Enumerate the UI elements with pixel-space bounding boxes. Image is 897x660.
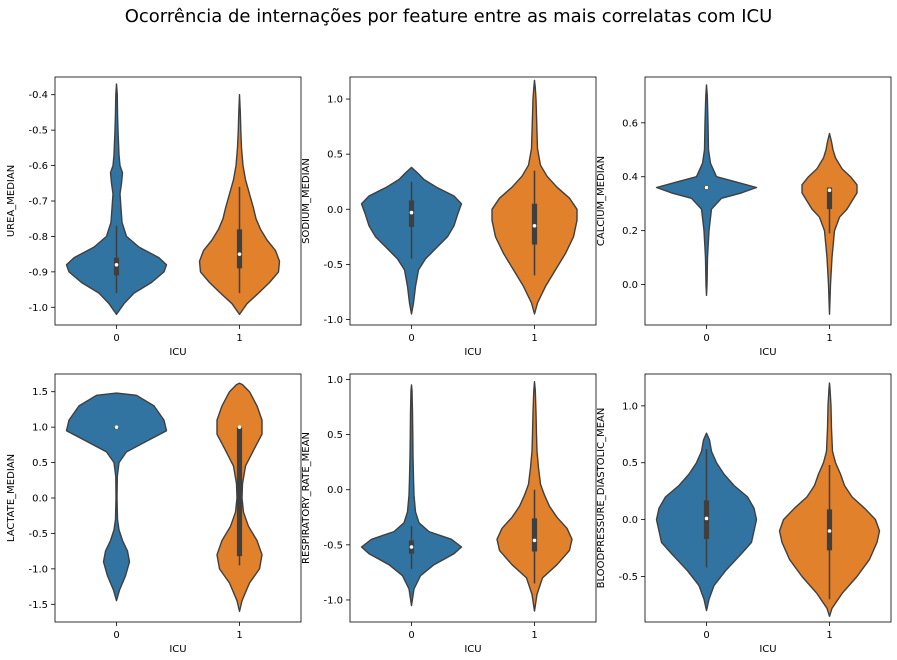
x-axis-label: ICU [169, 644, 186, 655]
subplot-6: -0.5 0.0 0.5 1.0 0 1 ICU BLOODPRESSURE_DIASTOLI… [596, 373, 892, 655]
violin-median-icu-1 [827, 529, 832, 533]
x-tick-label: 1 [826, 630, 832, 641]
x-tick-label: 0 [703, 333, 709, 344]
x-tick-label: 1 [531, 630, 537, 641]
y-tick-label: -0.5 [28, 126, 48, 137]
violin-iqr-box-icu-1 [826, 187, 833, 210]
x-tick-label: 0 [703, 630, 709, 641]
x-axis-label: ICU [759, 644, 776, 655]
y-tick-label: 0.0 [622, 515, 638, 526]
y-tick-label: -0.4 [28, 90, 48, 101]
violin-median-icu-0 [704, 185, 709, 190]
violin-body-icu-0 [65, 83, 168, 316]
y-tick-label: 0.5 [327, 430, 343, 441]
y-tick-label: -0.9 [28, 267, 48, 278]
y-tick-label: 1.5 [32, 387, 48, 398]
y-tick-label: 0.6 [622, 118, 638, 129]
y-tick-label: 1.0 [622, 401, 638, 412]
y-tick-label: -0.7 [28, 197, 48, 208]
violin-body-icu-0 [360, 384, 463, 607]
violin-iqr-box-icu-1 [236, 229, 243, 269]
x-axis-label: ICU [464, 644, 481, 655]
y-tick-label: 0.0 [622, 280, 638, 291]
y-tick-label: 0.5 [327, 150, 343, 161]
violin-median-icu-1 [532, 224, 537, 228]
x-axis-label: ICU [464, 347, 481, 358]
axes-frame [644, 373, 892, 623]
y-axis-label: SODIUM_MEDIAN [301, 158, 312, 244]
subplot-2: -1.0 -0.5 0.0 0.5 1.0 0 1 ICU SODIUM_MEDIAN [301, 76, 597, 358]
y-tick-label: 0.0 [327, 485, 343, 496]
y-tick-label: 0.0 [327, 205, 343, 216]
x-axis-label: ICU [169, 347, 186, 358]
y-tick-label: 0.5 [32, 458, 48, 469]
axes-frame [644, 76, 892, 326]
x-tick-label: 0 [408, 333, 414, 344]
x-tick-label: 0 [113, 333, 119, 344]
x-tick-label: 1 [236, 333, 242, 344]
x-tick-label: 1 [236, 630, 242, 641]
y-tick-label: -1.0 [28, 303, 48, 314]
y-axis-label: RESPIRATORY_RATE_MEAN [301, 432, 312, 564]
violin-iqr-box-icu-1 [236, 427, 243, 557]
x-tick-label: 0 [113, 630, 119, 641]
y-tick-label: -0.8 [28, 232, 48, 243]
violin-iqr-box-icu-1 [531, 518, 538, 552]
y-tick-label: -0.5 [28, 529, 48, 540]
y-tick-label: -0.6 [28, 161, 48, 172]
violin-median-icu-1 [237, 252, 242, 256]
y-tick-label: -0.5 [323, 540, 343, 551]
y-tick-label: -0.5 [618, 572, 638, 583]
violin-median-icu-0 [409, 545, 414, 549]
y-axis-label: BLOODPRESSURE_DIASTOLIC_MEAN [596, 408, 607, 589]
y-tick-label: -1.0 [28, 564, 48, 575]
y-tick-label: -1.0 [323, 595, 343, 606]
subplot-3: 0.0 0.2 0.4 0.6 0 1 ICU CALCIUM_MEDIAN [596, 76, 892, 358]
axes-frame [349, 76, 597, 326]
violin-median-icu-0 [114, 262, 119, 267]
y-tick-label: 1.0 [327, 375, 343, 386]
violin-median-icu-1 [532, 538, 537, 543]
y-axis-label: LACTATE_MEDIAN [6, 454, 17, 542]
x-tick-label: 1 [531, 333, 537, 344]
y-tick-label: 0.0 [32, 494, 48, 505]
y-tick-label: 1.0 [32, 423, 48, 434]
y-axis-label: CALCIUM_MEDIAN [596, 156, 607, 246]
axes-frame [349, 373, 597, 623]
y-tick-label: 1.0 [327, 95, 343, 106]
y-tick-label: 0.4 [622, 172, 638, 183]
violin-median-icu-1 [237, 425, 242, 429]
y-tick-label: -1.5 [28, 600, 48, 611]
y-tick-label: -0.5 [323, 260, 343, 271]
violin-median-icu-0 [704, 516, 709, 521]
y-axis-label: UREA_MEDIAN [6, 165, 17, 237]
violin-body-icu-0 [65, 392, 168, 602]
subplot-1: -1.0 -0.9 -0.8 -0.7 -0.6 -0.5 -0.4 0 1 ICU UREA_ME… [6, 76, 302, 358]
x-axis-label: ICU [759, 347, 776, 358]
x-tick-label: 0 [408, 630, 414, 641]
violin-median-icu-0 [114, 425, 119, 429]
subplot-5: -1.0 -0.5 0.0 0.5 1.0 0 1 ICU RESPIRATORY_RATE_M… [301, 373, 597, 655]
y-tick-label: 0.5 [622, 458, 638, 469]
subplot-4: -1.5 -1.0 -0.5 0.0 0.5 1.0 1.5 0 1 ICU LACTATE_MED… [6, 373, 302, 655]
x-tick-label: 1 [826, 333, 832, 344]
violin-median-icu-0 [409, 210, 414, 215]
y-tick-label: -1.0 [323, 315, 343, 326]
figure-title: Ocorrência de internações por feature en… [124, 6, 773, 27]
y-tick-label: 0.2 [622, 226, 638, 237]
violin-median-icu-1 [827, 188, 832, 193]
